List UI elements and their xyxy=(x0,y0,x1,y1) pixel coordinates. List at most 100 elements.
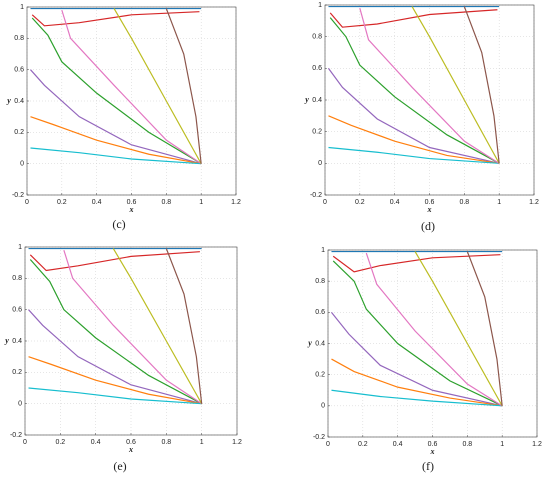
y-tick-label: 0 xyxy=(20,161,24,168)
x-tick-label: 1 xyxy=(200,439,204,446)
y-tick-label: 0.4 xyxy=(315,340,325,347)
y-tick-label: 0.8 xyxy=(12,275,22,282)
trajectory xyxy=(31,11,200,27)
trajectory xyxy=(329,9,498,28)
x-tick-label: 0.4 xyxy=(393,441,403,448)
y-tick-label: -0.2 xyxy=(10,432,22,439)
x-tick-label: 0.8 xyxy=(161,439,171,446)
trajectory xyxy=(331,311,503,407)
y-tick-label: 0 xyxy=(321,403,325,410)
y-tick-label: 0.8 xyxy=(14,35,24,42)
trajectory xyxy=(332,254,501,273)
y-axis-label: y xyxy=(4,336,9,345)
trajectory xyxy=(28,387,202,405)
y-tick-label: 0.4 xyxy=(312,97,322,104)
trajectory xyxy=(61,9,202,165)
x-tick-label: 0.8 xyxy=(161,199,171,206)
y-tick-label: 0.4 xyxy=(12,338,22,345)
x-tick-label: 0.2 xyxy=(358,441,368,448)
panel-caption: (c) xyxy=(112,217,125,231)
trajectory xyxy=(112,248,203,404)
y-tick-label: 1 xyxy=(18,244,22,251)
trajectory xyxy=(31,17,202,165)
y-tick-label: 0.6 xyxy=(12,307,22,314)
x-tick-label: 0 xyxy=(25,199,29,206)
axes-frame xyxy=(327,249,538,438)
x-tick-label: 0.4 xyxy=(390,199,400,206)
trajectory xyxy=(327,67,500,164)
x-tick-label: 0.2 xyxy=(57,199,67,206)
trajectory xyxy=(28,356,202,405)
trajectory xyxy=(30,147,202,165)
x-tick-label: 1.2 xyxy=(232,439,242,446)
x-tick-label: 0 xyxy=(23,439,27,446)
y-tick-label: 1 xyxy=(318,2,322,9)
y-tick-label: 0.2 xyxy=(14,129,24,136)
y-tick-label: 0.8 xyxy=(315,278,325,285)
trajectory xyxy=(411,6,500,164)
y-tick-label: -0.2 xyxy=(12,192,24,199)
x-tick-label: 0 xyxy=(323,199,327,206)
panel-caption: (f) xyxy=(422,459,434,473)
trajectory xyxy=(29,259,202,405)
trajectory xyxy=(63,249,202,405)
x-tick-label: 1.2 xyxy=(529,199,539,206)
x-tick-label: 1 xyxy=(500,441,504,448)
y-tick-label: 0.2 xyxy=(315,372,325,379)
x-tick-label: 1.2 xyxy=(532,441,542,448)
x-tick-label: 0.6 xyxy=(127,199,137,206)
y-tick-label: 0.2 xyxy=(312,129,322,136)
y-tick-label: 0 xyxy=(318,160,322,167)
y-tick-label: 0.6 xyxy=(14,67,24,74)
x-tick-label: 1.2 xyxy=(231,199,241,206)
y-tick-label: -0.2 xyxy=(313,434,325,441)
y-tick-label: -0.2 xyxy=(310,192,322,199)
trajectory xyxy=(414,251,503,407)
trajectory xyxy=(331,358,503,407)
y-tick-label: 0.6 xyxy=(312,65,322,72)
x-tick-label: 0.4 xyxy=(91,439,101,446)
trajectory xyxy=(165,248,203,404)
x-tick-label: 0.6 xyxy=(428,441,438,448)
y-tick-label: 0.6 xyxy=(315,309,325,316)
x-tick-label: 0.2 xyxy=(55,439,65,446)
x-tick-label: 0.8 xyxy=(462,441,472,448)
trajectory xyxy=(30,116,202,165)
y-tick-label: 1 xyxy=(321,247,325,254)
x-tick-label: 0.6 xyxy=(126,439,136,446)
x-axis-label: x xyxy=(128,445,133,454)
y-tick-label: 1 xyxy=(20,4,24,11)
x-axis-label: x xyxy=(427,205,432,214)
x-axis-label: x xyxy=(430,447,435,456)
x-tick-label: 0 xyxy=(326,441,330,448)
trajectory xyxy=(165,8,202,164)
trajectory xyxy=(28,309,202,405)
trajectory xyxy=(359,8,500,164)
axes-frame xyxy=(24,246,238,436)
trajectory xyxy=(113,8,202,164)
x-axis-label: x xyxy=(129,205,134,214)
axes-frame xyxy=(324,4,535,196)
x-tick-label: 1 xyxy=(497,199,501,206)
x-tick-label: 0.2 xyxy=(355,199,365,206)
x-tick-label: 0.4 xyxy=(92,199,102,206)
trajectory xyxy=(466,251,503,406)
axes-frame xyxy=(26,6,237,196)
y-tick-label: 0.2 xyxy=(12,369,22,376)
trajectory xyxy=(365,252,503,407)
y-tick-label: 0 xyxy=(18,401,22,408)
trajectory xyxy=(329,17,500,164)
trajectory xyxy=(29,251,200,272)
trajectory xyxy=(30,69,202,165)
y-axis-label: y xyxy=(307,338,312,347)
trajectory xyxy=(332,260,503,407)
x-tick-label: 0.8 xyxy=(459,199,469,206)
y-tick-label: 0.4 xyxy=(14,98,24,105)
trajectory xyxy=(328,146,500,164)
trajectory xyxy=(328,115,500,164)
